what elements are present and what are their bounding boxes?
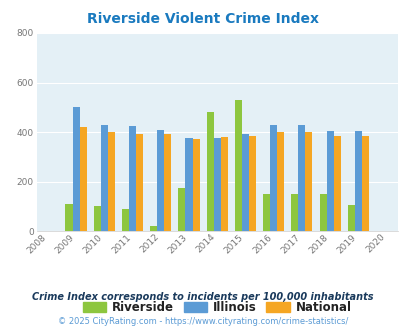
Bar [298,124,305,231]
Bar [333,136,340,231]
Bar [108,132,115,231]
Bar [178,188,185,231]
Bar [220,137,227,231]
Bar [157,130,164,231]
Bar [79,127,86,231]
Bar [65,204,72,231]
Bar [234,100,241,231]
Bar [192,139,199,231]
Legend: Riverside, Illinois, National: Riverside, Illinois, National [78,296,356,319]
Bar [354,131,361,231]
Text: Riverside Violent Crime Index: Riverside Violent Crime Index [87,12,318,25]
Bar [291,194,298,231]
Bar [164,135,171,231]
Bar [94,206,100,231]
Bar [347,205,354,231]
Text: Crime Index corresponds to incidents per 100,000 inhabitants: Crime Index corresponds to incidents per… [32,292,373,302]
Bar [262,194,269,231]
Bar [136,135,143,231]
Bar [206,112,213,231]
Bar [150,226,157,231]
Bar [122,209,129,231]
Bar [305,132,312,231]
Bar [319,194,326,231]
Bar [72,107,79,231]
Bar [185,138,192,231]
Bar [277,132,283,231]
Bar [241,135,248,231]
Bar [129,126,136,231]
Text: © 2025 CityRating.com - https://www.cityrating.com/crime-statistics/: © 2025 CityRating.com - https://www.city… [58,317,347,326]
Bar [361,136,368,231]
Bar [100,124,108,231]
Bar [326,131,333,231]
Bar [248,136,256,231]
Bar [269,124,277,231]
Bar [213,138,220,231]
